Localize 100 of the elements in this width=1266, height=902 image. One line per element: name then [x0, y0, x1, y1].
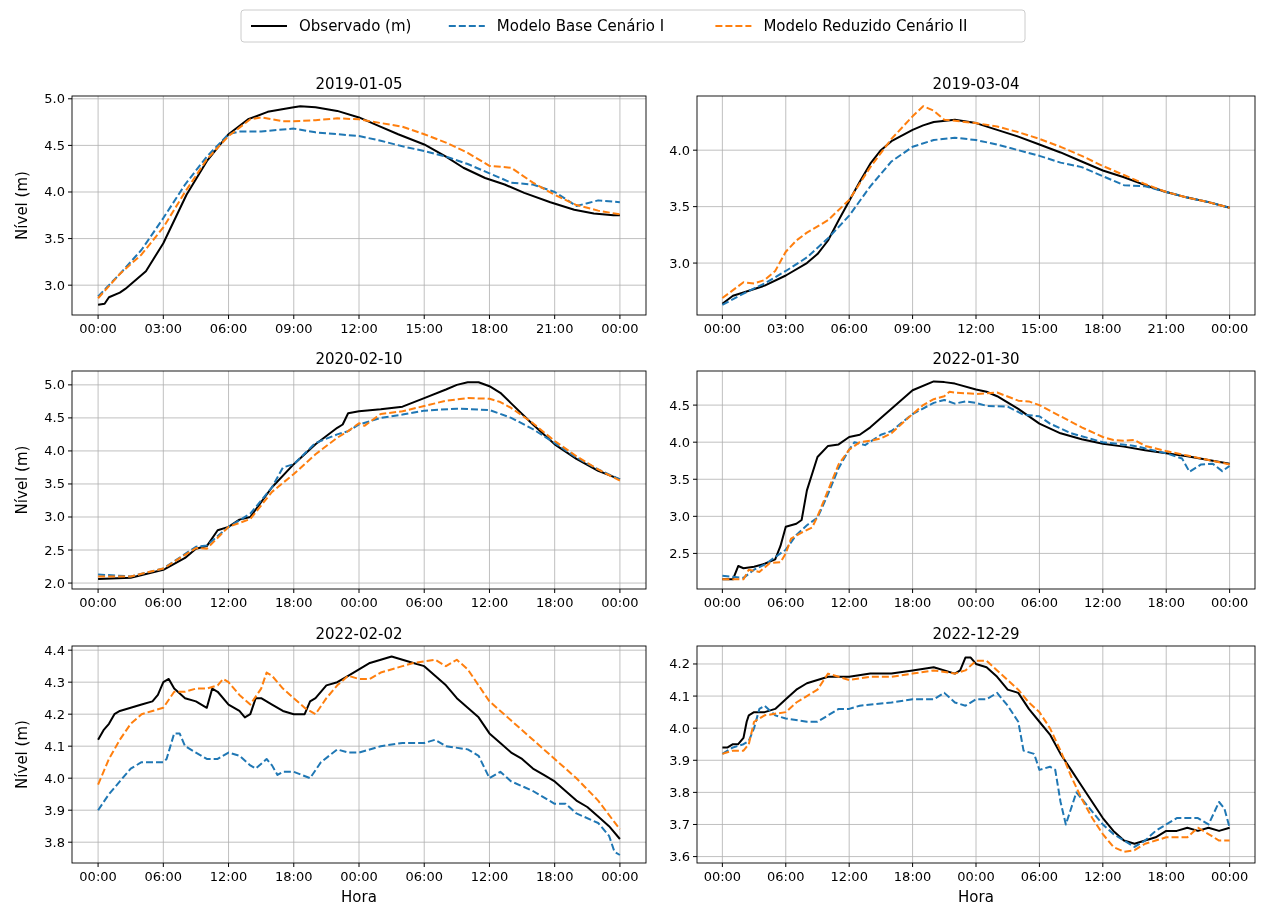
y-tick-label: 3.7	[669, 816, 690, 832]
x-tick-label: 00:00	[957, 595, 995, 610]
x-tick-label: 00:00	[79, 869, 117, 884]
x-tick-label: 00:00	[703, 595, 742, 610]
y-axis-title: Nível (m)	[13, 171, 31, 240]
y-tick-label: 3.0	[669, 508, 690, 524]
line-series	[721, 691, 1231, 848]
y-axis-title: Nível (m)	[13, 720, 31, 789]
x-tick-label: 03:00	[144, 321, 183, 336]
x-tick-label: 06:00	[405, 595, 443, 610]
x-tick-label: 21:00	[535, 321, 574, 336]
y-tick-label: 3.6	[669, 849, 690, 865]
y-tick-label: 2.0	[44, 575, 65, 591]
y-tick-label: 4.5	[44, 410, 65, 426]
x-tick-label: 21:00	[1147, 321, 1185, 336]
x-tick-label: 12:00	[830, 869, 868, 884]
x-tick-label: 15:00	[1020, 321, 1059, 336]
x-tick-label: 06:00	[1020, 595, 1059, 610]
x-tick-label: 00:00	[1210, 595, 1249, 610]
x-tick-label: 09:00	[893, 321, 932, 336]
y-axis-title: Nível (m)	[13, 445, 31, 515]
chart-title: 2020-02-10	[315, 350, 403, 368]
x-tick-label: 18:00	[893, 869, 932, 884]
x-tick-label: 06:00	[1020, 869, 1059, 884]
x-tick-label: 06:00	[144, 869, 183, 884]
x-tick-label: 12:00	[957, 321, 995, 336]
x-tick-label: 18:00	[275, 869, 313, 884]
y-tick-label: 4.0	[669, 434, 690, 450]
y-tick-label: 4.4	[44, 642, 65, 658]
x-tick-label: 00:00	[1210, 321, 1249, 336]
y-tick-label: 2.5	[669, 545, 690, 561]
y-tick-label: 3.8	[669, 784, 690, 800]
y-tick-label: 4.1	[44, 738, 65, 754]
y-tick-label: 2.5	[44, 542, 65, 558]
y-tick-label: 4.2	[44, 706, 65, 722]
x-axis-title: Hora	[341, 888, 377, 902]
x-tick-label: 06:00	[405, 869, 443, 884]
x-tick-label: 18:00	[1147, 869, 1185, 884]
y-tick-label: 3.0	[44, 277, 65, 293]
y-tick-label: 4.0	[44, 443, 65, 459]
x-tick-label: 18:00	[1084, 321, 1122, 336]
x-tick-label: 12:00	[209, 595, 248, 610]
x-tick-label: 00:00	[957, 869, 995, 884]
chart-title: 2022-01-30	[932, 350, 1020, 368]
x-tick-label: 18:00	[470, 321, 509, 336]
y-tick-label: 4.5	[44, 137, 65, 153]
y-tick-label: 3.9	[669, 752, 690, 768]
y-tick-label: 3.0	[44, 509, 65, 525]
x-tick-label: 00:00	[340, 869, 378, 884]
x-tick-label: 18:00	[535, 869, 574, 884]
chart-title: 2019-01-05	[315, 75, 403, 93]
legend-label: Modelo Base Cenário I	[496, 17, 665, 35]
x-tick-label: 12:00	[1084, 595, 1122, 610]
x-tick-label: 06:00	[830, 321, 868, 336]
legend-label: Observado (m)	[299, 17, 412, 35]
y-tick-label: 3.5	[669, 471, 690, 487]
y-tick-label: 3.0	[669, 255, 690, 271]
y-tick-label: 3.5	[669, 199, 690, 215]
chart-title: 2022-02-02	[315, 625, 403, 643]
x-tick-label: 18:00	[535, 595, 574, 610]
x-tick-label: 09:00	[275, 321, 313, 336]
y-tick-label: 3.5	[44, 476, 65, 492]
y-tick-label: 4.0	[669, 142, 690, 158]
y-tick-label: 3.8	[44, 834, 65, 850]
y-tick-label: 4.0	[669, 720, 690, 736]
line-series	[97, 732, 621, 856]
x-tick-label: 12:00	[340, 321, 378, 336]
x-tick-label: 12:00	[830, 595, 868, 610]
x-tick-label: 12:00	[470, 869, 509, 884]
x-tick-label: 15:00	[405, 321, 443, 336]
x-tick-label: 03:00	[767, 321, 805, 336]
y-tick-label: 4.2	[669, 656, 690, 672]
y-tick-label: 3.5	[44, 231, 65, 247]
x-tick-label: 12:00	[470, 595, 509, 610]
x-tick-label: 18:00	[1147, 595, 1185, 610]
y-tick-label: 5.0	[44, 377, 65, 393]
y-tick-label: 4.3	[44, 674, 65, 690]
x-axis-title: Hora	[958, 888, 994, 902]
x-tick-label: 06:00	[209, 321, 248, 336]
x-tick-label: 00:00	[601, 321, 639, 336]
x-tick-label: 18:00	[893, 595, 932, 610]
chart-title: 2022-12-29	[932, 625, 1020, 643]
legend-label: Modelo Reduzido Cenário II	[763, 17, 968, 35]
x-tick-label: 06:00	[767, 595, 805, 610]
x-tick-label: 00:00	[601, 595, 639, 610]
x-tick-label: 00:00	[601, 869, 639, 884]
chart-title: 2019-03-04	[932, 75, 1020, 93]
y-tick-label: 4.0	[44, 770, 65, 786]
y-tick-label: 4.5	[669, 397, 690, 413]
x-tick-label: 00:00	[79, 595, 117, 610]
x-tick-label: 00:00	[1210, 869, 1249, 884]
y-tick-label: 5.0	[44, 91, 65, 107]
x-tick-label: 12:00	[209, 869, 248, 884]
y-tick-label: 4.0	[44, 184, 65, 200]
x-tick-label: 06:00	[144, 595, 183, 610]
x-tick-label: 18:00	[275, 595, 313, 610]
x-tick-label: 12:00	[1084, 869, 1122, 884]
x-tick-label: 00:00	[703, 869, 742, 884]
x-tick-label: 00:00	[340, 595, 378, 610]
y-tick-label: 4.1	[669, 688, 690, 704]
